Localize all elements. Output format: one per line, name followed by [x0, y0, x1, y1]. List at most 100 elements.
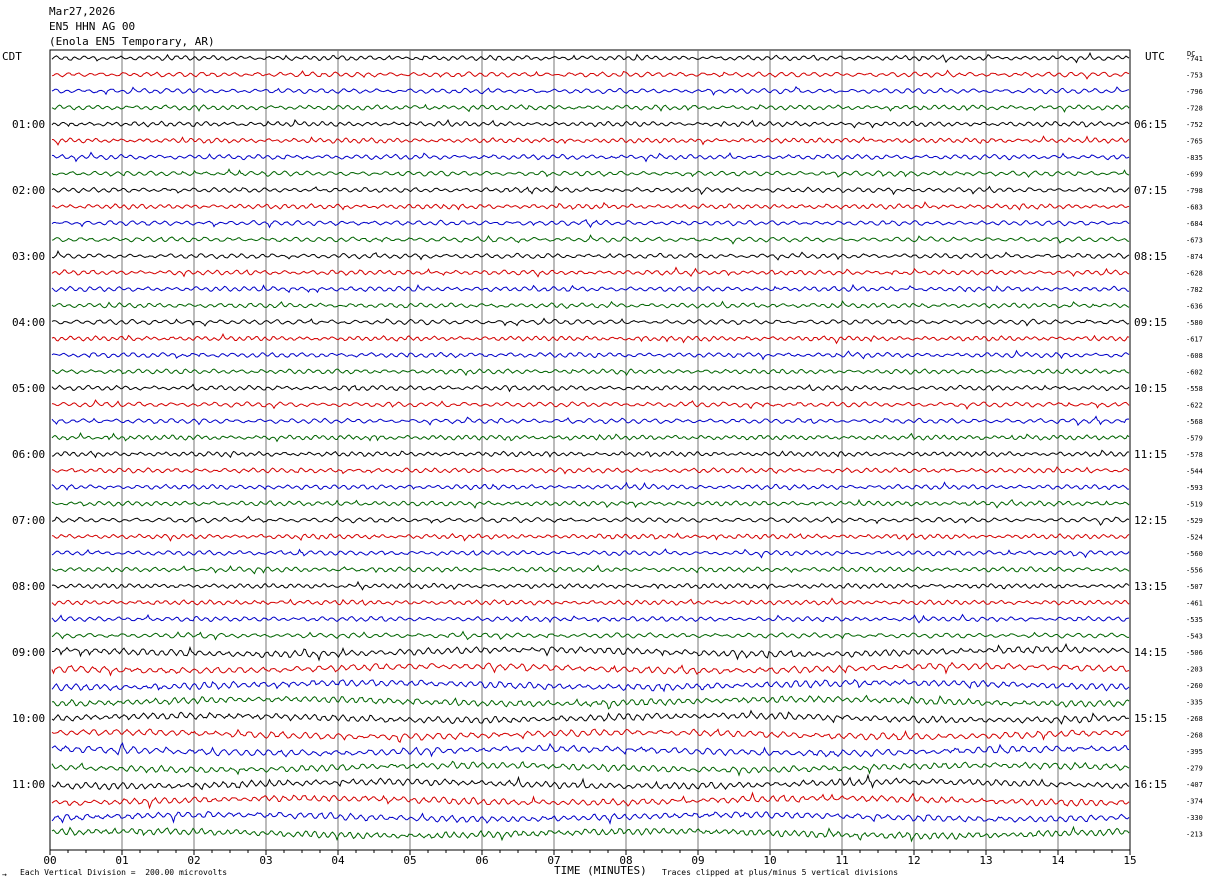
- dc-offset-label: -617: [1186, 336, 1203, 344]
- left-time-label: 06:00: [12, 448, 45, 461]
- dc-offset-label: -568: [1186, 418, 1203, 426]
- trace-line: [51, 168, 1130, 178]
- dc-offset-label: -268: [1186, 732, 1203, 740]
- trace-line: [51, 368, 1130, 377]
- trace-line: [51, 630, 1130, 641]
- dc-offset-label: -558: [1186, 385, 1203, 393]
- dc-offset-label: -874: [1186, 253, 1203, 261]
- trace-line: [51, 317, 1130, 327]
- dc-offset-label: -699: [1186, 171, 1203, 179]
- dc-offset-label: -835: [1186, 154, 1203, 162]
- dc-offset-label: -560: [1186, 550, 1203, 558]
- dc-offset-label: -506: [1186, 649, 1203, 657]
- dc-offset-label: -752: [1186, 121, 1203, 129]
- trace-line: [51, 118, 1130, 129]
- left-time-label: 09:00: [12, 646, 45, 659]
- x-tick-label: 10: [763, 854, 776, 867]
- trace-line: [51, 742, 1130, 758]
- dc-offset-label: -578: [1186, 451, 1203, 459]
- left-time-label: 03:00: [12, 250, 45, 263]
- dc-offset-label: -628: [1186, 270, 1203, 278]
- x-tick-label: 09: [691, 854, 704, 867]
- x-tick-label: 12: [907, 854, 920, 867]
- scale-arrow: →: [2, 870, 7, 879]
- right-time-label: 15:15: [1134, 712, 1167, 725]
- left-time-label: 10:00: [12, 712, 45, 725]
- x-tick-label: 13: [979, 854, 992, 867]
- dc-offset-label: -608: [1186, 352, 1203, 360]
- dc-offset-label: -765: [1186, 138, 1203, 146]
- dc-label: DC: [1187, 50, 1196, 58]
- trace-line: [51, 580, 1130, 591]
- dc-offset-label: -330: [1186, 814, 1203, 822]
- trace-line: [51, 613, 1130, 624]
- trace-line: [51, 103, 1130, 113]
- dc-offset-label: -782: [1186, 286, 1203, 294]
- x-tick-label: 03: [259, 854, 272, 867]
- header-location: (Enola EN5 Temporary, AR): [49, 35, 215, 48]
- dc-offset-label: -636: [1186, 303, 1203, 311]
- header-date: Mar27,2026: [49, 5, 116, 18]
- x-tick-label: 08: [619, 854, 632, 867]
- dc-offset-label: -622: [1186, 402, 1203, 410]
- trace-line: [51, 515, 1130, 526]
- left-time-label: 04:00: [12, 316, 45, 329]
- right-time-label: 08:15: [1134, 250, 1167, 263]
- trace-line: [51, 481, 1130, 491]
- x-tick-label: 05: [403, 854, 416, 867]
- trace-line: [51, 597, 1130, 607]
- dc-offset-label: -556: [1186, 567, 1203, 575]
- dc-offset-label: -524: [1186, 534, 1203, 542]
- trace-line: [51, 234, 1130, 245]
- left-time-label: 01:00: [12, 118, 45, 131]
- trace-line: [51, 151, 1130, 163]
- right-time-label: 07:15: [1134, 184, 1167, 197]
- trace-line: [51, 760, 1130, 777]
- trace-line: [51, 201, 1130, 211]
- trace-line: [51, 300, 1130, 309]
- dc-offset-label: -519: [1186, 501, 1203, 509]
- trace-line: [51, 399, 1130, 410]
- x-tick-label: 04: [331, 854, 345, 867]
- right-time-label: 12:15: [1134, 514, 1167, 527]
- dc-offset-label: -684: [1186, 220, 1203, 228]
- trace-line: [51, 85, 1130, 96]
- trace-line: [51, 185, 1130, 196]
- right-timezone-label: UTC: [1145, 50, 1165, 63]
- trace-line: [51, 383, 1130, 393]
- dc-offset-label: -279: [1186, 765, 1203, 773]
- dc-offset-label: -213: [1186, 831, 1203, 839]
- dc-offset-label: -374: [1186, 798, 1203, 806]
- dc-offset-label: -529: [1186, 517, 1203, 525]
- dc-offset-label: -407: [1186, 781, 1203, 789]
- trace-line: [51, 135, 1130, 146]
- left-time-label: 11:00: [12, 778, 45, 791]
- dc-offset-label: -683: [1186, 204, 1203, 212]
- trace-line: [51, 825, 1130, 843]
- dc-offset-label: -673: [1186, 237, 1203, 245]
- right-time-label: 09:15: [1134, 316, 1167, 329]
- dc-offset-label: -593: [1186, 484, 1203, 492]
- right-time-label: 06:15: [1134, 118, 1167, 131]
- trace-line: [51, 333, 1130, 345]
- right-time-label: 13:15: [1134, 580, 1167, 593]
- dc-offset-label: -543: [1186, 633, 1203, 641]
- plot-frame: [49, 49, 1131, 851]
- trace-line: [51, 218, 1130, 229]
- trace-line: [51, 349, 1130, 361]
- dc-offset-label: -535: [1186, 616, 1203, 624]
- trace-line: [51, 266, 1130, 278]
- dc-offset-label: -395: [1186, 748, 1203, 756]
- dc-offset-label: -461: [1186, 600, 1203, 608]
- dc-offset-label: -260: [1186, 682, 1203, 690]
- x-axis-label: TIME (MINUTES): [554, 864, 647, 877]
- right-time-label: 14:15: [1134, 646, 1167, 659]
- x-tick-label: 11: [835, 854, 848, 867]
- trace-line: [51, 449, 1130, 459]
- dc-offset-label: -203: [1186, 666, 1203, 674]
- trace-line: [51, 466, 1130, 475]
- dc-offset-label: -507: [1186, 583, 1203, 591]
- dc-offset-label: -335: [1186, 699, 1203, 707]
- x-tick-label: 00: [43, 854, 56, 867]
